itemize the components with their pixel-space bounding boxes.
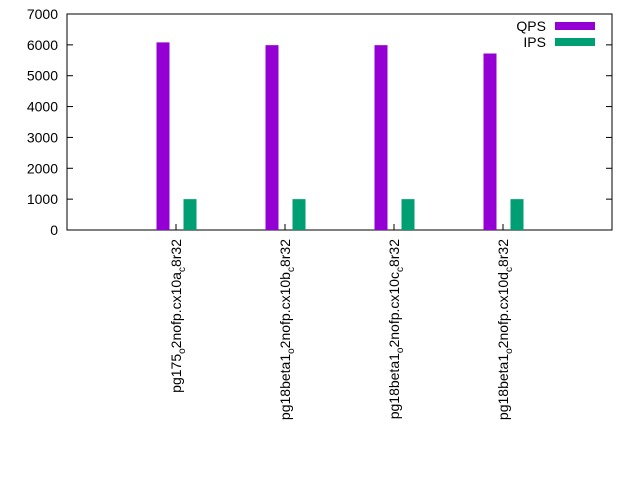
x-axis: pg175o2nofp.cx10ac8r32pg18beta1o2nofp.cx…: [168, 224, 515, 420]
label-text: 8r32: [168, 239, 184, 267]
label-subscript: c: [395, 267, 406, 272]
label-text: 2nofp.cx10d: [495, 272, 511, 348]
y-axis: 0 1000 2000 3000 4000 5000 6000 7000: [27, 6, 612, 238]
y-tick-label: 3000: [27, 129, 58, 145]
bar-ips: [401, 199, 415, 230]
bar-qps: [374, 45, 388, 231]
label-text: 2nofp.cx10a: [168, 272, 184, 348]
y-tick-label: 5000: [27, 68, 58, 84]
label-subscript: o: [286, 348, 297, 354]
bar-ips: [183, 199, 197, 230]
label-text: 8r32: [386, 239, 402, 267]
label-text: 2nofp.cx10b: [277, 272, 293, 348]
bar-ips: [292, 199, 306, 230]
y-tick-label: 0: [50, 222, 58, 238]
label-subscript: o: [504, 348, 515, 354]
y-tick-label: 7000: [27, 6, 58, 22]
bar-qps: [265, 45, 279, 231]
label-text: 8r32: [495, 239, 511, 267]
x-tick-label: pg18beta1o2nofp.cx10cc8r32: [386, 239, 406, 419]
legend-label: QPS: [516, 18, 546, 34]
label-text: pg18beta1: [495, 354, 511, 420]
label-text: pg175: [168, 354, 184, 393]
label-subscript: c: [286, 267, 297, 272]
x-tick-label: pg18beta1o2nofp.cx10dc8r32: [495, 239, 515, 420]
y-tick-label: 2000: [27, 160, 58, 176]
bar-ips: [510, 199, 524, 230]
legend-label: IPS: [523, 34, 546, 50]
legend-swatch: [555, 38, 595, 46]
bar-qps: [156, 42, 170, 230]
label-subscript: o: [395, 347, 406, 353]
label-text: 8r32: [277, 239, 293, 267]
label-text: pg18beta1: [277, 354, 293, 420]
label-text: pg18beta1: [386, 353, 402, 419]
bar-qps: [483, 53, 497, 230]
y-tick-label: 4000: [27, 99, 58, 115]
legend-swatch: [555, 22, 595, 30]
y-tick-label: 6000: [27, 37, 58, 53]
y-tick-label: 1000: [27, 191, 58, 207]
x-tick-label: pg175o2nofp.cx10ac8r32: [168, 239, 188, 393]
label-text: 2nofp.cx10c: [386, 272, 402, 348]
bars: [156, 42, 524, 231]
label-subscript: c: [504, 267, 515, 272]
x-tick-label: pg18beta1o2nofp.cx10bc8r32: [277, 239, 297, 420]
label-subscript: c: [177, 267, 188, 272]
label-subscript: o: [177, 348, 188, 354]
plot-area-frame: [66, 13, 613, 231]
